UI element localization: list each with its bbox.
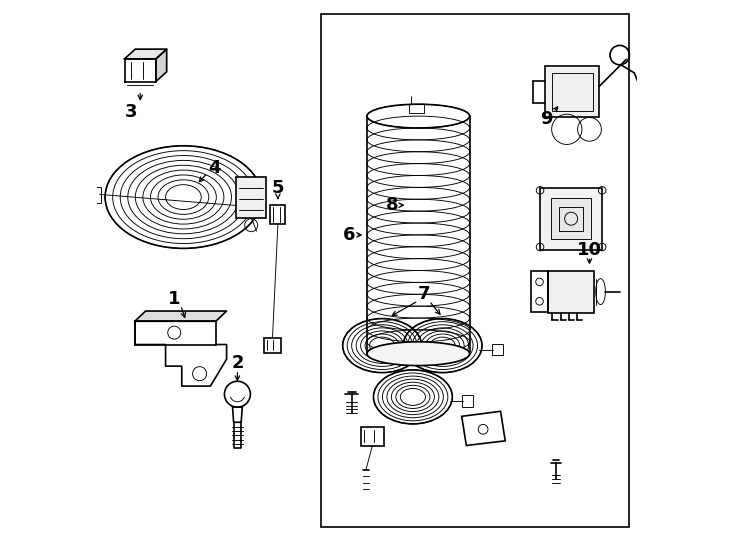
Polygon shape: [236, 177, 266, 218]
Text: 1: 1: [168, 289, 181, 308]
Text: 7: 7: [418, 285, 430, 303]
Text: 2: 2: [231, 354, 244, 372]
Text: 6: 6: [342, 226, 355, 244]
Polygon shape: [156, 49, 167, 82]
Text: 10: 10: [577, 241, 602, 259]
Polygon shape: [135, 311, 227, 321]
Polygon shape: [551, 199, 592, 239]
Text: 4: 4: [208, 159, 221, 178]
Polygon shape: [545, 66, 599, 117]
Polygon shape: [548, 271, 594, 313]
Polygon shape: [125, 49, 167, 59]
Ellipse shape: [367, 342, 470, 366]
Text: 9: 9: [540, 110, 553, 128]
Text: 8: 8: [386, 196, 399, 214]
Bar: [321, 14, 629, 526]
Text: 5: 5: [272, 179, 284, 197]
Polygon shape: [540, 188, 602, 249]
Text: 3: 3: [125, 103, 137, 122]
